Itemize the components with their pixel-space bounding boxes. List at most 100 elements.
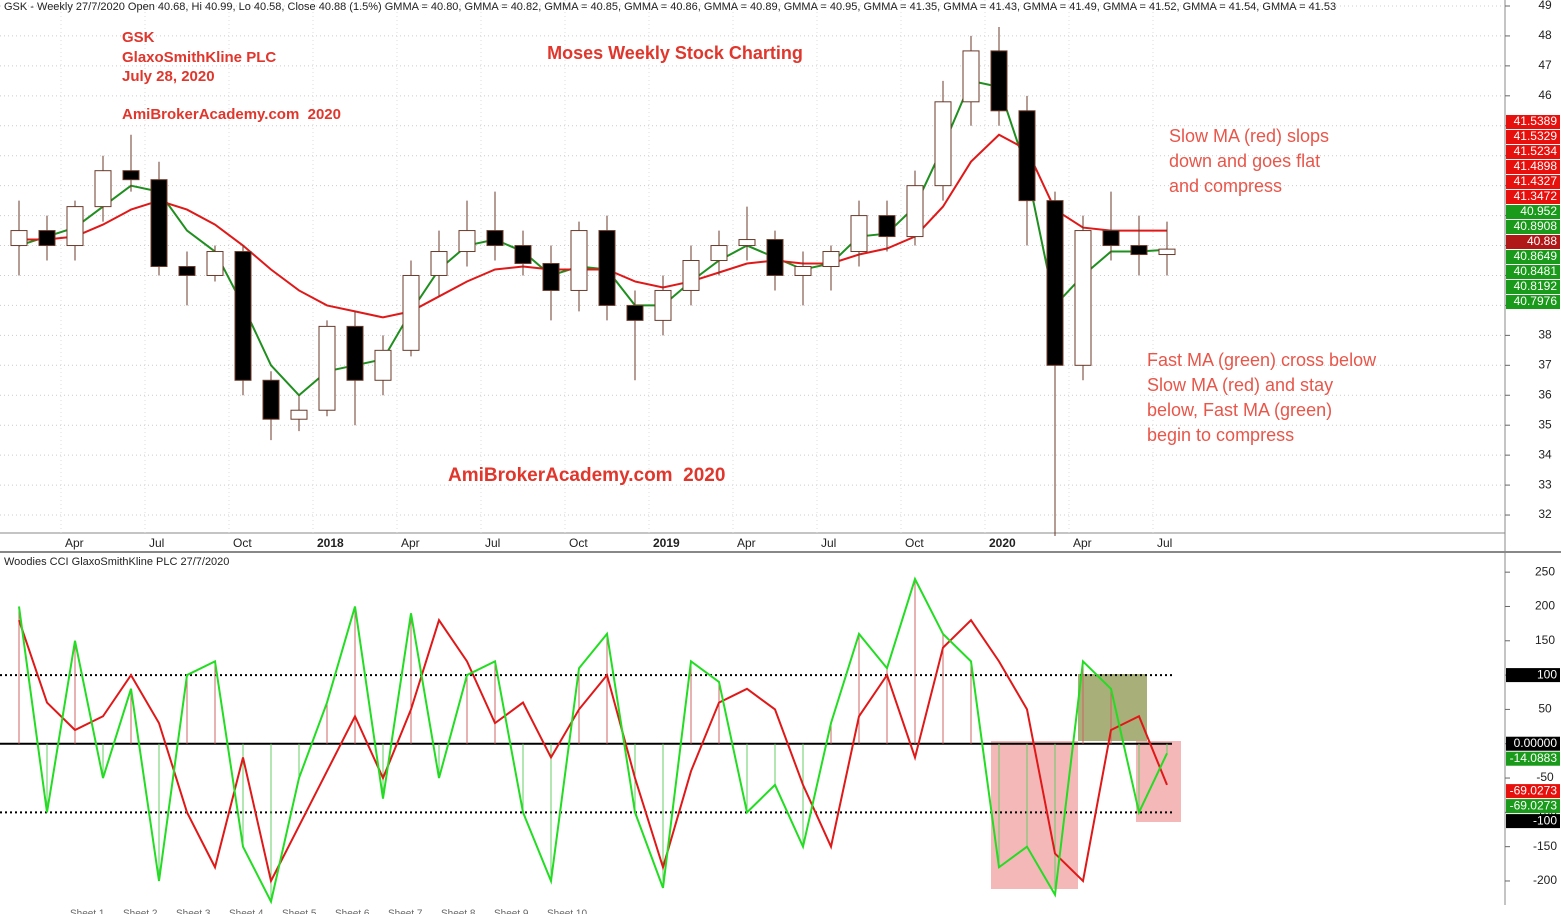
y-tick-label: 33 (1538, 477, 1552, 491)
y-tick-label: 34 (1538, 447, 1552, 461)
price-box (1506, 190, 1560, 204)
candle-body (374, 349, 392, 381)
price-box-label: 40.8649 (1514, 249, 1558, 263)
x-tick-label: Apr (1073, 536, 1092, 550)
y-tick-label: 49 (1538, 0, 1552, 12)
price-box (1506, 175, 1560, 189)
note: begin to compress (1147, 425, 1294, 445)
price-box-label: 40.8192 (1514, 279, 1558, 293)
price-box-label: 40.8481 (1514, 264, 1558, 278)
tab[interactable]: Sheet 8 (441, 909, 476, 914)
y-tick-label: -150 (1533, 839, 1557, 853)
candle-body (878, 215, 896, 238)
candle-body (794, 265, 812, 276)
candle-body (598, 230, 616, 306)
price-box (1506, 115, 1560, 129)
value-box (1506, 736, 1560, 751)
candle-body (318, 325, 336, 411)
candle-body (38, 230, 56, 247)
highlight (1078, 674, 1147, 741)
candle-body (458, 230, 476, 253)
price-box (1506, 220, 1560, 234)
note: and compress (1169, 176, 1282, 196)
candle-body (346, 325, 364, 381)
site: AmiBrokerAcademy.com 2020 (122, 106, 341, 123)
panel-title: Woodies CCI GlaxoSmithKline PLC 27/7/202… (4, 556, 229, 568)
candle-body (122, 170, 140, 181)
x-tick-label: Jul (485, 536, 500, 550)
highlight (991, 741, 1078, 889)
note: Fast MA (green) cross below (1147, 350, 1377, 370)
x-tick-label: 2018 (317, 536, 344, 550)
x-tick-label: Oct (233, 536, 252, 550)
candle-body (234, 251, 252, 381)
x-tick-label: Apr (65, 536, 84, 550)
price-box (1506, 145, 1560, 159)
price-box-label: 41.5329 (1514, 129, 1558, 143)
note: Slow MA (red) and stay (1147, 375, 1333, 395)
price-box (1506, 235, 1560, 249)
price-box-label: 40.8908 (1514, 219, 1558, 233)
candle-body (94, 170, 112, 208)
tab[interactable]: Sheet 6 (335, 909, 370, 914)
candle-body (710, 245, 728, 262)
candle-body (1130, 245, 1148, 256)
candle-body (1102, 230, 1120, 247)
price-box (1506, 205, 1560, 219)
candle-body (402, 274, 420, 351)
y-tick-label: 37 (1538, 357, 1552, 371)
price-box (1506, 160, 1560, 174)
date: July 28, 2020 (122, 68, 215, 85)
candle-body (990, 50, 1008, 112)
tab[interactable]: Sheet 1 (70, 909, 105, 914)
y-tick-label: 38 (1538, 328, 1552, 342)
tab[interactable]: Sheet 3 (176, 909, 211, 914)
value-box-label: -69.0273 (1510, 798, 1558, 812)
value-box-label: -100 (1533, 813, 1557, 827)
x-tick-label: Jul (1157, 536, 1172, 550)
line (19, 133, 1167, 319)
highlight (1136, 741, 1181, 822)
price-box-label: 40.952 (1520, 204, 1557, 218)
candle-body (430, 251, 448, 276)
note: down and goes flat (1169, 151, 1320, 171)
price-box (1506, 265, 1560, 279)
tab[interactable]: Sheet 4 (229, 909, 264, 914)
candle-body (1046, 200, 1064, 366)
value-box-label: 100 (1537, 667, 1557, 681)
x-tick-label: Oct (569, 536, 588, 550)
candle-body (570, 230, 588, 291)
value-box (1506, 814, 1560, 829)
company: GlaxoSmithKline PLC (122, 49, 276, 66)
tab[interactable]: Sheet 5 (282, 909, 317, 914)
y-tick-label: -200 (1533, 873, 1557, 887)
value-box (1506, 784, 1560, 799)
line (18, 576, 1168, 905)
value-box-label: 0.00000 (1514, 736, 1558, 750)
candle-body (738, 239, 756, 247)
candle-body (150, 179, 168, 267)
tab[interactable]: Sheet 10 (547, 909, 587, 914)
tab[interactable]: Sheet 9 (494, 909, 529, 914)
candle-body (66, 206, 84, 247)
line (18, 617, 1168, 884)
y-tick-label: 46 (1538, 88, 1552, 102)
header: GSK - Weekly 27/7/2020 Open 40.68, Hi 40… (4, 1, 1336, 13)
candle-body (1074, 230, 1092, 366)
tab[interactable]: Sheet 2 (123, 909, 158, 914)
candle-body (486, 230, 504, 247)
y-tick-label: -50 (1536, 770, 1554, 784)
candle-body (962, 50, 980, 103)
candle-body (178, 265, 196, 276)
y-tick-label: 250 (1535, 564, 1555, 578)
y-tick-label: 35 (1538, 417, 1552, 431)
note: below, Fast MA (green) (1147, 400, 1332, 420)
tab[interactable]: Sheet 7 (388, 909, 423, 914)
x-tick-label: 2020 (989, 536, 1016, 550)
value-box-label: -69.0273 (1510, 783, 1558, 797)
x-tick-label: Jul (821, 536, 836, 550)
candle-body (654, 289, 672, 321)
watermark: AmiBrokerAcademy.com 2020 (448, 465, 725, 486)
candle-body (1158, 248, 1176, 256)
y-tick-label: 32 (1538, 507, 1552, 521)
